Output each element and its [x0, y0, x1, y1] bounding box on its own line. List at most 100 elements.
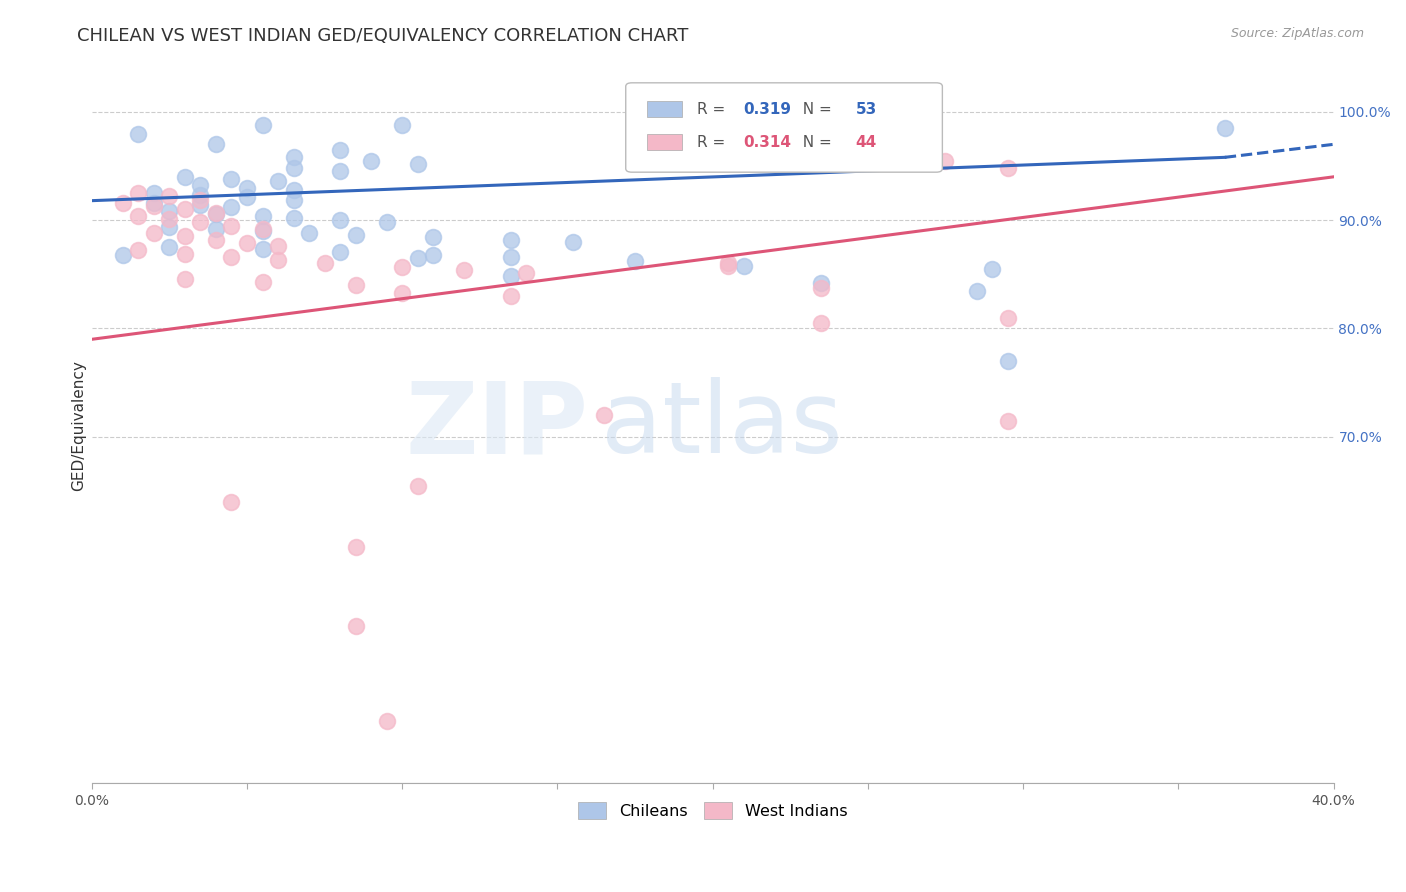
Point — [190, 198, 212, 212]
Point — [205, 233, 228, 247]
Point — [406, 157, 429, 171]
Point — [111, 195, 134, 210]
Text: R =: R = — [696, 135, 730, 150]
Point — [515, 266, 537, 280]
FancyBboxPatch shape — [647, 102, 682, 117]
Point — [205, 205, 228, 219]
Point — [267, 253, 290, 268]
Point — [344, 228, 367, 243]
Point — [748, 122, 770, 136]
Point — [329, 164, 352, 178]
Point — [283, 183, 305, 197]
Point — [499, 233, 522, 247]
Point — [717, 259, 740, 273]
Point — [174, 169, 197, 184]
Point — [283, 150, 305, 164]
Point — [252, 243, 274, 257]
Point — [329, 143, 352, 157]
Text: ZIP: ZIP — [405, 377, 589, 475]
Point — [142, 226, 165, 240]
Point — [329, 213, 352, 227]
Point — [329, 244, 352, 259]
Point — [157, 204, 180, 219]
Point — [252, 209, 274, 223]
Point — [127, 244, 149, 258]
Point — [190, 188, 212, 202]
Point — [283, 161, 305, 176]
Point — [252, 222, 274, 236]
Point — [142, 199, 165, 213]
Point — [267, 239, 290, 253]
Point — [997, 354, 1019, 368]
Point — [314, 256, 336, 270]
FancyBboxPatch shape — [647, 135, 682, 150]
Point — [391, 118, 413, 132]
Point — [934, 153, 956, 168]
Point — [205, 222, 228, 236]
Text: 53: 53 — [855, 102, 877, 117]
Point — [221, 200, 243, 214]
Point — [127, 127, 149, 141]
Point — [190, 215, 212, 229]
Point — [997, 310, 1019, 325]
Text: R =: R = — [696, 102, 730, 117]
Text: Source: ZipAtlas.com: Source: ZipAtlas.com — [1230, 27, 1364, 40]
Point — [221, 250, 243, 264]
Point — [157, 240, 180, 254]
Point — [406, 251, 429, 265]
Point — [205, 207, 228, 221]
Text: N =: N = — [793, 135, 837, 150]
Point — [406, 478, 429, 492]
Text: 0.319: 0.319 — [744, 102, 792, 117]
Point — [422, 230, 444, 244]
Point — [562, 235, 585, 249]
Point — [624, 254, 647, 268]
Point — [236, 235, 259, 250]
Text: CHILEAN VS WEST INDIAN GED/EQUIVALENCY CORRELATION CHART: CHILEAN VS WEST INDIAN GED/EQUIVALENCY C… — [77, 27, 689, 45]
Point — [157, 219, 180, 234]
Point — [717, 256, 740, 270]
Point — [252, 118, 274, 132]
Point — [236, 190, 259, 204]
Point — [298, 226, 321, 240]
Point — [174, 271, 197, 285]
Point — [593, 408, 616, 422]
Point — [111, 248, 134, 262]
Point — [267, 174, 290, 188]
Point — [283, 211, 305, 225]
Point — [221, 495, 243, 509]
Point — [810, 276, 832, 290]
Text: atlas: atlas — [600, 377, 842, 475]
Point — [157, 212, 180, 227]
Point — [997, 413, 1019, 427]
Point — [344, 541, 367, 555]
Point — [422, 248, 444, 262]
Text: 44: 44 — [855, 135, 877, 150]
Point — [221, 219, 243, 233]
Point — [190, 178, 212, 193]
Point — [375, 714, 398, 728]
Point — [966, 284, 988, 298]
Point — [190, 193, 212, 207]
Point — [1213, 121, 1236, 136]
Point — [810, 316, 832, 330]
Point — [127, 209, 149, 223]
Point — [344, 278, 367, 293]
Point — [391, 260, 413, 274]
Point — [283, 193, 305, 207]
Point — [252, 275, 274, 289]
Point — [205, 137, 228, 152]
Y-axis label: GED/Equivalency: GED/Equivalency — [72, 360, 86, 491]
Point — [499, 250, 522, 264]
Point — [174, 229, 197, 244]
Text: N =: N = — [793, 102, 837, 117]
Legend: Chileans, West Indians: Chileans, West Indians — [571, 796, 855, 825]
Point — [997, 161, 1019, 176]
Text: 0.314: 0.314 — [744, 135, 792, 150]
FancyBboxPatch shape — [626, 83, 942, 172]
Point — [453, 263, 475, 277]
Point — [127, 186, 149, 200]
Point — [221, 172, 243, 186]
Point — [360, 153, 382, 168]
Point — [375, 215, 398, 229]
